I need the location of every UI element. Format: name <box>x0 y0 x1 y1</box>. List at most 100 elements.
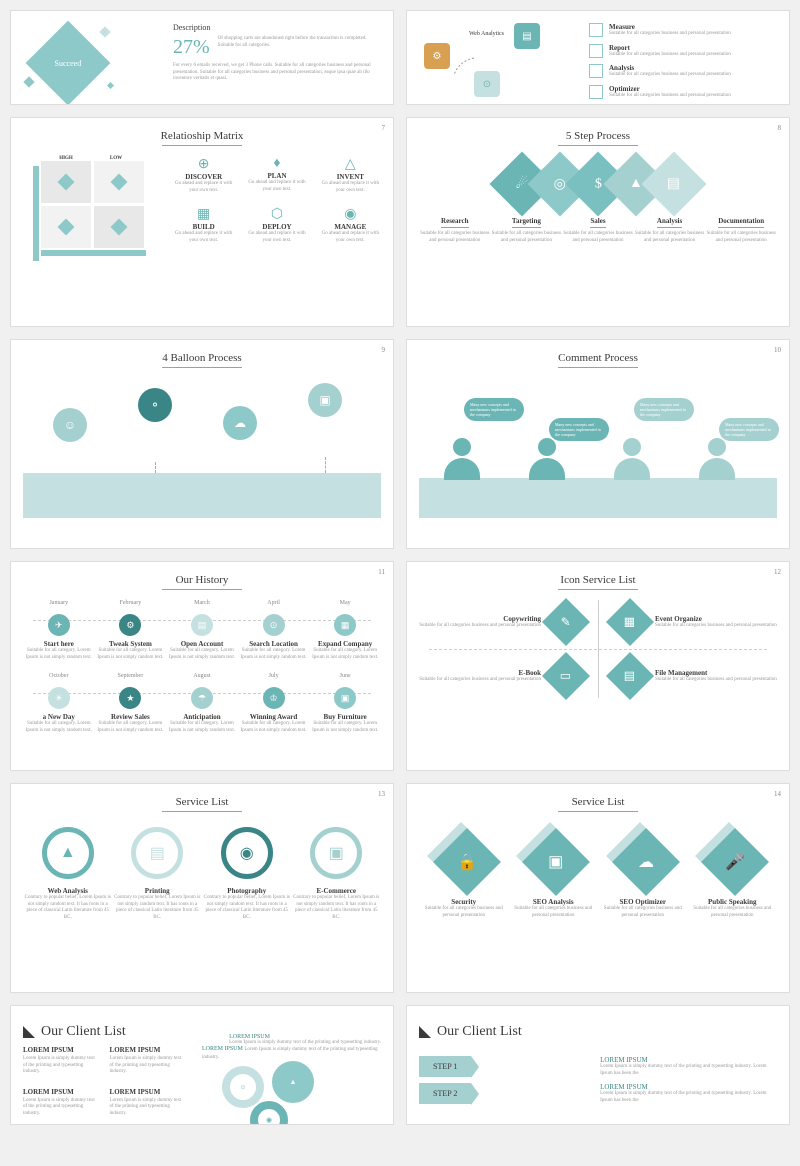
timeline-icon: ⚙ <box>119 614 141 636</box>
speech-bubble: Many new concepts and mechanisms impleme… <box>549 418 609 441</box>
matrix-item: ⬡DEPLOYGo ahead and replace it with your… <box>246 206 307 248</box>
slide-title: Our Client List <box>437 1024 522 1040</box>
service-diamond-icon: 🎤 <box>705 832 759 886</box>
description-title: Description <box>173 23 381 32</box>
step-diamond: ▤ <box>641 151 706 216</box>
item-icon: ◉ <box>320 206 381 223</box>
slide-5step: 8 5 Step Process ☄◎$▲▤ ResearchSuitable … <box>406 117 790 327</box>
balloon-icon: ☺ <box>53 408 87 442</box>
timeline-icon: ▤ <box>191 614 213 636</box>
center-label: Web Analytics <box>469 31 504 37</box>
service-diamond-icon: 🔒 <box>437 832 491 886</box>
step-label: SalesSuitable for all categories busines… <box>562 217 634 244</box>
decor-square <box>23 76 34 87</box>
timeline-icon: ♔ <box>263 687 285 709</box>
slide-title: Service List <box>419 796 777 808</box>
item-icon: ▦ <box>173 206 234 223</box>
timeline-item: June▣Buy FurnitureSuitable for all categ… <box>309 673 381 734</box>
matrix-item: ♦PLANGo ahead and replace it with your o… <box>246 156 307 198</box>
slide-succeed: Succeed Description 27% Of shopping cart… <box>10 10 394 105</box>
item-icon <box>589 44 603 58</box>
timeline-icon: ▣ <box>334 687 356 709</box>
percent-value: 27% <box>173 36 210 59</box>
optimize-icon: ⚙ <box>424 43 450 69</box>
timeline-item: July♔Winning AwardSuitable for all categ… <box>238 673 310 734</box>
person-icon <box>529 438 565 478</box>
item-icon: ♦ <box>246 156 307 172</box>
service-item: ▣E-CommerceContrary to popular belief, L… <box>292 827 382 921</box>
item-icon: ⊕ <box>173 156 234 173</box>
step-label: ResearchSuitable for all categories busi… <box>419 217 491 244</box>
x-axis-arrow <box>41 250 146 256</box>
slide-title: Relatioship Matrix <box>23 130 381 142</box>
matrix-item: ◉MANAGEGo ahead and replace it with your… <box>320 206 381 248</box>
matrix-cell <box>41 161 91 203</box>
step-item: STEP 1 <box>419 1056 580 1077</box>
service-icon: ✎ <box>542 598 590 646</box>
service-item: ◉PhotographyContrary to popular belief, … <box>202 827 292 921</box>
service-item: 🎤Public SpeakingSuitable for all categor… <box>688 832 778 919</box>
timeline-item: September★Review SalesSuitable for all c… <box>95 673 167 734</box>
triangle-icon <box>419 1026 431 1038</box>
timeline-item: January✈Start hereSuitable for all categ… <box>23 600 95 661</box>
slide-title: Our Client List <box>41 1024 126 1040</box>
analytics-item: OptimizerSuitable for all categories bus… <box>589 85 777 100</box>
slide-icon-service: 12 Icon Service List ✎CopywritingSuitabl… <box>406 561 790 771</box>
item-icon: ⬡ <box>246 206 307 223</box>
slide-title: 4 Balloon Process <box>23 352 381 364</box>
balloon-icon: ⚬ <box>138 388 172 422</box>
client-item: LOREM IPSUMLorem Ipsum is simply dummy t… <box>110 1046 185 1076</box>
timeline-icon: ✈ <box>48 614 70 636</box>
item-icon <box>589 23 603 37</box>
step-box: STEP 2 <box>419 1083 471 1104</box>
slide-relationship-matrix: 7 Relatioship Matrix HIGHLOW ⊕DISCOVERGo… <box>10 117 394 327</box>
timeline-item: October☀a New DaySuitable for all catego… <box>23 673 95 734</box>
timeline-item: March▤Open AccountSuitable for all categ… <box>166 600 238 661</box>
report-icon: ▤ <box>514 23 540 49</box>
client-item: LOREM IPSUMLorem Ipsum is simply dummy t… <box>110 1088 185 1118</box>
analytics-item: MeasureSuitable for all categories busin… <box>589 23 777 38</box>
slide-client-circles: Our Client List LOREM IPSUMLorem Ipsum i… <box>10 1005 394 1125</box>
matrix-cell <box>94 161 144 203</box>
decor-square <box>99 26 110 37</box>
item-icon: △ <box>320 156 381 173</box>
person-icon <box>614 438 650 478</box>
slide-client-steps: Our Client List STEP 1STEP 2 LOREM IPSUM… <box>406 1005 790 1125</box>
y-axis-arrow <box>33 166 39 261</box>
analytics-item: AnalysisSuitable for all categories busi… <box>589 64 777 79</box>
body-text: For every 6 emails received, we get 3 Ph… <box>173 63 381 83</box>
service-item: ▣SEO AnalysisSuitable for all categories… <box>509 832 599 919</box>
service-diamond-icon: ☁ <box>616 832 670 886</box>
client-circle: ◉ <box>250 1101 288 1125</box>
matrix-cell <box>94 206 144 248</box>
arrow-icon <box>449 53 479 83</box>
timeline-item: April⊙Search LocationSuitable for all ca… <box>238 600 310 661</box>
slide-service-circles: 13 Service List ▲Web AnalysisContrary to… <box>10 783 394 993</box>
service-icon: ▭ <box>542 652 590 700</box>
step-icon: ▤ <box>667 175 680 192</box>
service-circle-icon: ▤ <box>131 827 183 879</box>
step-label: TargetingSuitable for all categories bus… <box>491 217 563 244</box>
service-icon: ▦ <box>606 598 654 646</box>
step-box: STEP 1 <box>419 1056 471 1077</box>
decor-square <box>107 82 114 89</box>
matrix-item: ⊕DISCOVERGo ahead and replace it with yo… <box>173 156 234 198</box>
analytics-item: ReportSuitable for all categories busine… <box>589 44 777 59</box>
balloon-icon: ☁ <box>223 406 257 440</box>
service-item: ▤PrintingContrary to popular belief, Lor… <box>113 827 203 921</box>
slide-history: 11 Our History January✈Start hereSuitabl… <box>10 561 394 771</box>
step-label: AnalysisSuitable for all categories busi… <box>634 217 706 244</box>
timeline-item: May▦Expand CompanySuitable for all categ… <box>309 600 381 661</box>
timeline-icon: ☂ <box>191 687 213 709</box>
matrix-cell <box>41 206 91 248</box>
person-icon <box>444 438 480 478</box>
slide-service-diamonds: 14 Service List 🔒SecuritySuitable for al… <box>406 783 790 993</box>
speech-bubble: Many new concepts and mechanisms impleme… <box>719 418 779 441</box>
service-item: ▭E-BookSuitable for all categories busin… <box>419 659 583 693</box>
balloon-icon: ▣ <box>308 383 342 417</box>
slide-web-analytics: ⚙ ▤ ⊙ Web Analytics MeasureSuitable for … <box>406 10 790 105</box>
step-icon: $ <box>595 176 602 192</box>
timeline-item: August☂AnticipationSuitable for all cate… <box>166 673 238 734</box>
service-item: ☁SEO OptimizerSuitable for all categorie… <box>598 832 688 919</box>
succeed-diamond: Succeed <box>26 21 111 105</box>
